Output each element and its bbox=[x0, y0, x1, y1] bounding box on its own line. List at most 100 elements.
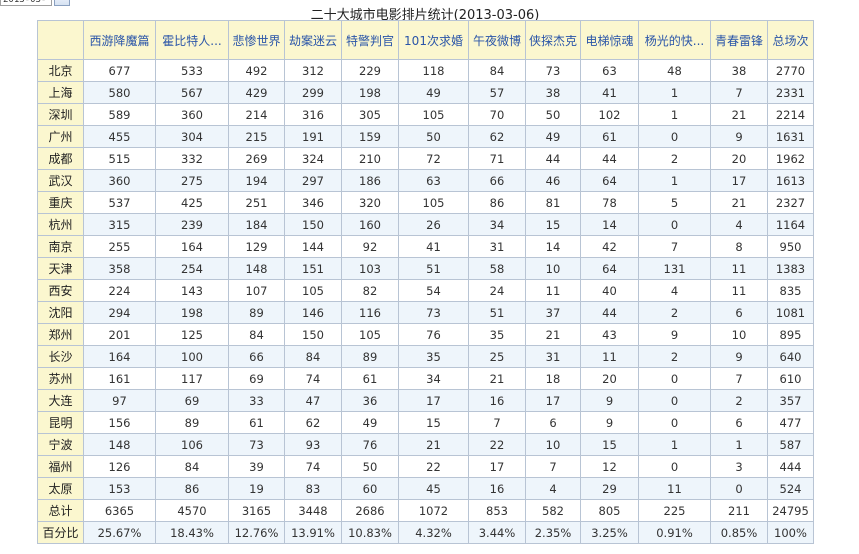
table-cell: 201 bbox=[83, 323, 156, 346]
table-cell: 17 bbox=[525, 389, 581, 412]
column-header[interactable]: 青春雷锋 bbox=[710, 20, 768, 60]
table-cell: 0 bbox=[638, 411, 711, 434]
table-cell: 143 bbox=[155, 279, 229, 302]
table-cell: 12 bbox=[580, 455, 639, 478]
column-header[interactable]: 西游降魔篇 bbox=[83, 20, 156, 60]
column-header[interactable]: 午夜微博 bbox=[468, 20, 526, 60]
table-cell: 254 bbox=[155, 257, 229, 280]
table-cell: 1 bbox=[638, 81, 711, 104]
table-cell: 587 bbox=[767, 433, 814, 456]
table-cell: 429 bbox=[228, 81, 285, 104]
row-header-city: 上海 bbox=[37, 81, 84, 104]
table-cell: 61 bbox=[580, 125, 639, 148]
table-cell: 360 bbox=[83, 169, 156, 192]
table-cell: 215 bbox=[228, 125, 285, 148]
table-row: 成都 515 332 269 324 210 72 71 44 44 2 20 1962 bbox=[37, 147, 814, 170]
table-cell: 39 bbox=[228, 455, 285, 478]
table-cell: 97 bbox=[83, 389, 156, 412]
table-cell: 84 bbox=[228, 323, 285, 346]
column-header[interactable]: 特警判官 bbox=[341, 20, 399, 60]
column-header[interactable]: 悲惨世界 bbox=[228, 20, 285, 60]
row-header-city: 长沙 bbox=[37, 345, 84, 368]
table-body: 北京 677 533 492 312 229 118 84 73 63 48 38 2770 上海 580 5… bbox=[37, 59, 814, 544]
row-header-city: 总计 bbox=[37, 499, 84, 522]
table-cell: 305 bbox=[341, 103, 399, 126]
table-cell: 315 bbox=[83, 213, 156, 236]
row-header-city: 广州 bbox=[37, 125, 84, 148]
table-cell: 17 bbox=[398, 389, 469, 412]
table-cell: 144 bbox=[284, 235, 342, 258]
table-cell: 150 bbox=[284, 213, 342, 236]
table-cell: 63 bbox=[580, 59, 639, 82]
table-row: 太原 153 86 19 83 60 45 16 4 29 11 0 524 bbox=[37, 477, 814, 500]
table-cell: 515 bbox=[83, 147, 156, 170]
table-cell: 18.43% bbox=[155, 521, 229, 544]
table-cell: 4 bbox=[710, 213, 768, 236]
table-cell: 35 bbox=[398, 345, 469, 368]
table-cell: 10 bbox=[525, 433, 581, 456]
table-cell: 610 bbox=[767, 367, 814, 390]
table-cell: 31 bbox=[525, 345, 581, 368]
column-header[interactable]: 杨光的快... bbox=[638, 20, 711, 60]
table-cell: 12.76% bbox=[228, 521, 285, 544]
table-cell: 324 bbox=[284, 147, 342, 170]
table-cell: 1 bbox=[638, 433, 711, 456]
column-header[interactable]: 电梯惊魂 bbox=[580, 20, 639, 60]
column-header[interactable]: 霍比特人... bbox=[155, 20, 229, 60]
table-cell: 11 bbox=[638, 477, 711, 500]
table-cell: 2327 bbox=[767, 191, 814, 214]
table-cell: 50 bbox=[341, 455, 399, 478]
table-cell: 84 bbox=[468, 59, 526, 82]
table-cell: 6 bbox=[710, 301, 768, 324]
table-cell: 37 bbox=[525, 301, 581, 324]
table-row: 南京 255 164 129 144 92 41 31 14 42 7 8 950 bbox=[37, 235, 814, 258]
table-cell: 7 bbox=[710, 367, 768, 390]
date-input[interactable]: 2013-03-06 bbox=[0, 0, 52, 6]
table-row: 深圳 589 360 214 316 305 105 70 50 102 1 21 2214 bbox=[37, 103, 814, 126]
table-cell: 358 bbox=[83, 257, 156, 280]
table-cell: 1081 bbox=[767, 301, 814, 324]
column-header[interactable]: 侠探杰克 bbox=[525, 20, 581, 60]
table-cell: 2 bbox=[710, 389, 768, 412]
table-cell: 312 bbox=[284, 59, 342, 82]
table-cell: 6 bbox=[525, 411, 581, 434]
table-cell: 11 bbox=[580, 345, 639, 368]
table-cell: 677 bbox=[83, 59, 156, 82]
table-cell: 69 bbox=[228, 367, 285, 390]
table-cell: 57 bbox=[468, 81, 526, 104]
table-cell: 153 bbox=[83, 477, 156, 500]
table-cell: 33 bbox=[228, 389, 285, 412]
table-cell: 24795 bbox=[767, 499, 814, 522]
table-cell: 0 bbox=[710, 477, 768, 500]
table-cell: 49 bbox=[398, 81, 469, 104]
column-header[interactable]: 劫案迷云 bbox=[284, 20, 342, 60]
table-cell: 62 bbox=[468, 125, 526, 148]
column-header[interactable]: 101次求婚 bbox=[398, 20, 469, 60]
row-header-city: 武汉 bbox=[37, 169, 84, 192]
table-cell: 320 bbox=[341, 191, 399, 214]
table-cell: 31 bbox=[468, 235, 526, 258]
table-cell: 50 bbox=[525, 103, 581, 126]
table-cell: 346 bbox=[284, 191, 342, 214]
table-cell: 2 bbox=[638, 345, 711, 368]
table-cell: 357 bbox=[767, 389, 814, 412]
table-row: 西安 224 143 107 105 82 54 24 11 40 4 11 835 bbox=[37, 279, 814, 302]
table-row: 广州 455 304 215 191 159 50 62 49 61 0 9 1631 bbox=[37, 125, 814, 148]
table-cell: 41 bbox=[580, 81, 639, 104]
table-cell: 148 bbox=[83, 433, 156, 456]
table-cell: 51 bbox=[398, 257, 469, 280]
table-cell: 0.85% bbox=[710, 521, 768, 544]
table-cell: 835 bbox=[767, 279, 814, 302]
table-cell: 11 bbox=[710, 257, 768, 280]
table-cell: 20 bbox=[580, 367, 639, 390]
table-cell: 13.91% bbox=[284, 521, 342, 544]
table-cell: 1 bbox=[638, 103, 711, 126]
table-cell: 34 bbox=[468, 213, 526, 236]
column-header[interactable]: 总场次 bbox=[767, 20, 814, 60]
table-cell: 84 bbox=[155, 455, 229, 478]
table-row: 沈阳 294 198 89 146 116 73 51 37 44 2 6 1081 bbox=[37, 301, 814, 324]
table-row: 大连 97 69 33 47 36 17 16 17 9 0 2 357 bbox=[37, 389, 814, 412]
calendar-button[interactable] bbox=[54, 0, 70, 6]
row-header-city: 西安 bbox=[37, 279, 84, 302]
table-cell: 16 bbox=[468, 477, 526, 500]
